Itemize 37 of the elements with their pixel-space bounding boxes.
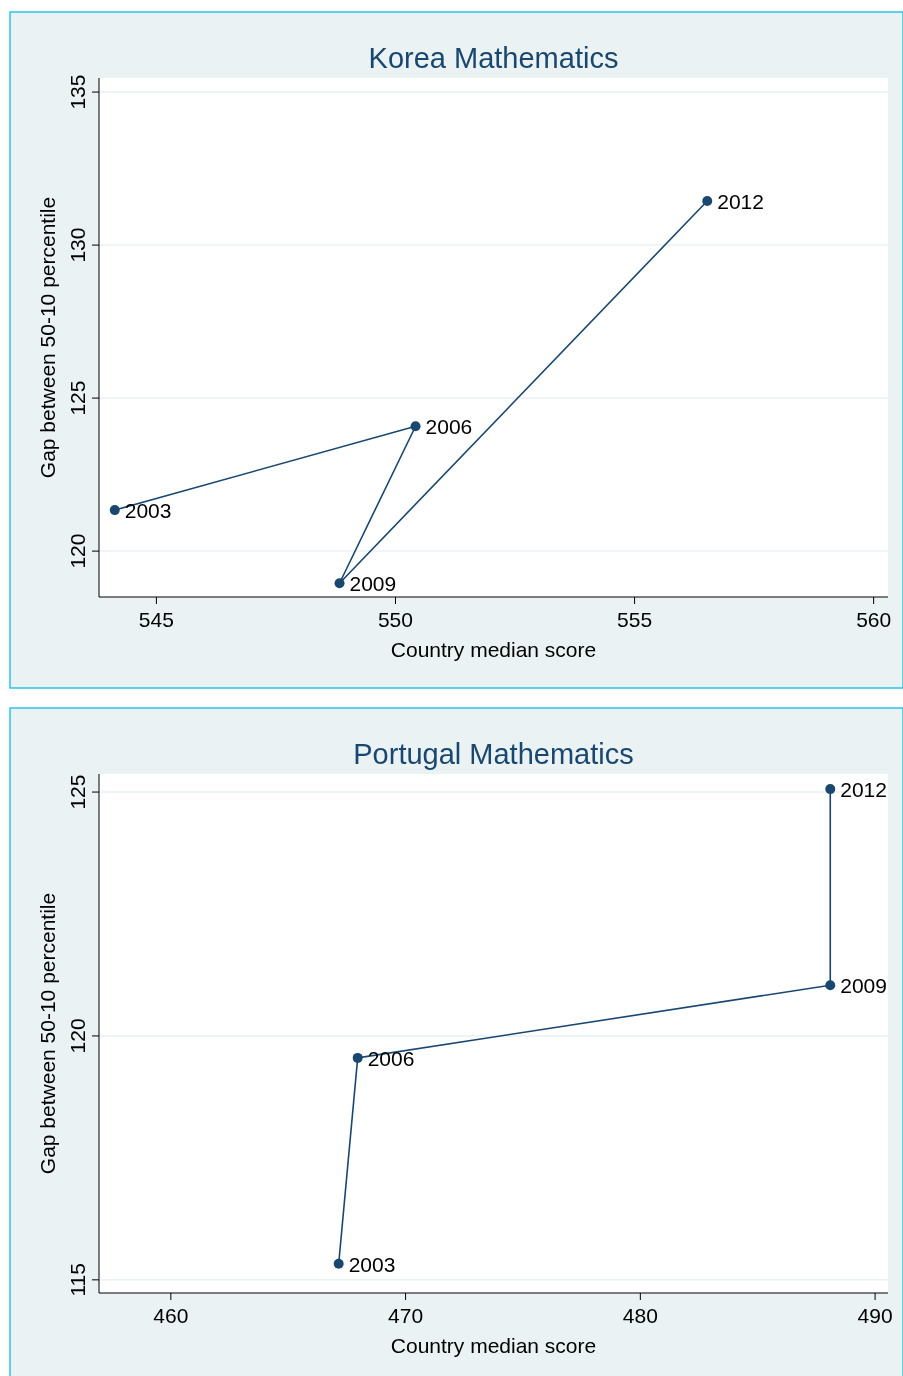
point [109, 505, 120, 516]
y-tick-label: 115 [66, 1263, 89, 1297]
annotation: 2006 [425, 415, 473, 439]
point [410, 421, 421, 432]
annotation: 2003 [348, 1252, 396, 1276]
y-axis-title: Gap between 50-10 percentile [36, 892, 59, 1175]
point [825, 784, 836, 795]
y-tick-label: 125 [66, 774, 89, 810]
point [825, 980, 836, 991]
x-tick-label: 550 [377, 608, 413, 631]
annotation: 2009 [840, 974, 887, 998]
annotation: 2012 [717, 190, 764, 214]
annotation: 2006 [367, 1046, 415, 1070]
y-tick-label: 120 [66, 1018, 89, 1054]
x-tick-label: 470 [388, 1304, 424, 1327]
point [334, 578, 345, 589]
point [333, 1258, 344, 1269]
y-tick-label: 135 [66, 74, 89, 110]
chart-title: Korea Mathematics [368, 42, 619, 74]
x-tick-label: 545 [138, 608, 174, 631]
x-tick-label: 555 [617, 608, 653, 631]
annotation: 2003 [124, 499, 172, 523]
annotation: 2012 [840, 778, 887, 802]
y-tick-label: 130 [66, 227, 89, 263]
x-tick-label: 560 [856, 608, 892, 631]
y-tick-label: 120 [66, 533, 89, 569]
annotation: 2009 [349, 572, 397, 596]
x-tick-label: 480 [622, 1304, 658, 1327]
point [352, 1052, 363, 1063]
x-tick-label: 460 [153, 1304, 189, 1327]
x-axis-title: Country median score [390, 1334, 597, 1357]
point [702, 196, 713, 207]
x-tick-label: 490 [857, 1304, 893, 1327]
x-axis-title: Country median score [390, 638, 597, 661]
chart-title: Portugal Mathematics [353, 738, 634, 770]
y-axis-title: Gap between 50-10 percentile [36, 196, 59, 479]
y-tick-label: 125 [66, 380, 89, 416]
